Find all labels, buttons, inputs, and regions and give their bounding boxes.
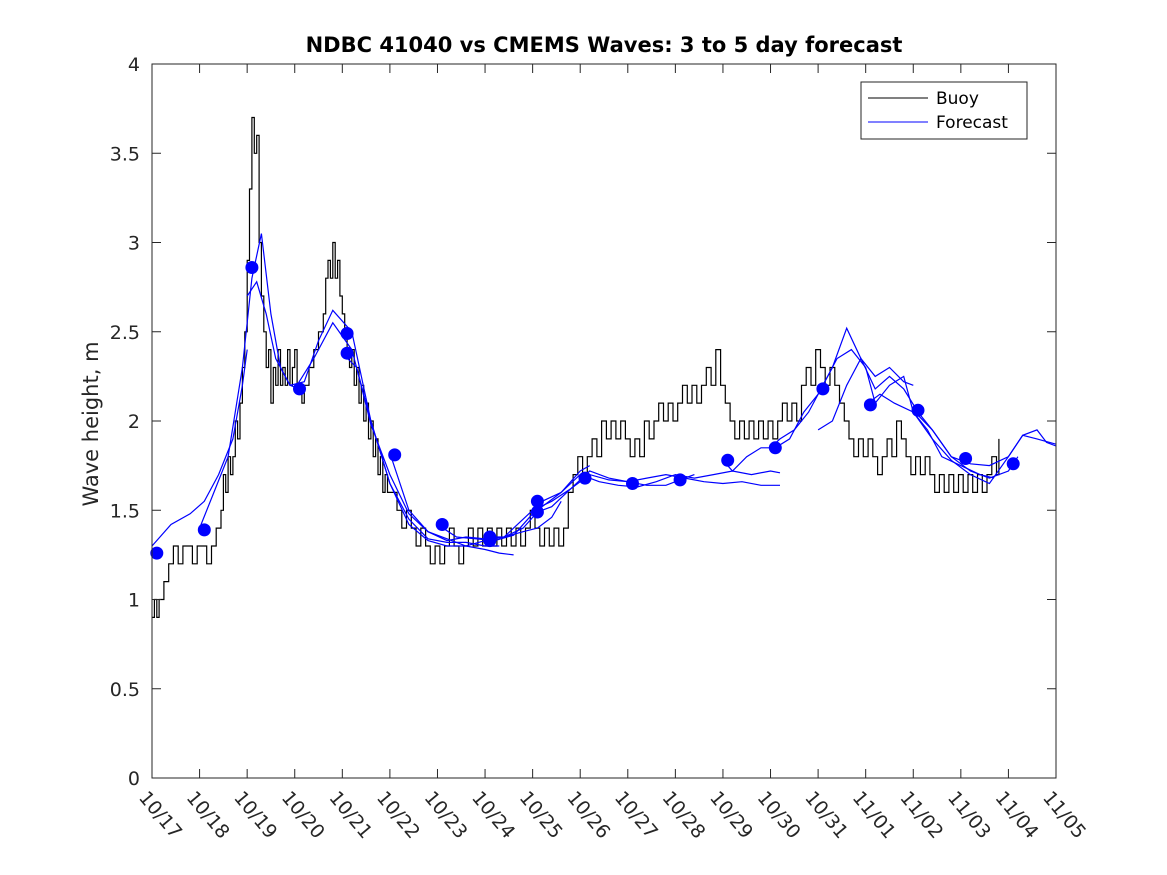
forecast-run-line-12 bbox=[817, 357, 1019, 479]
x-tick-label: 11/04 bbox=[991, 787, 1043, 843]
y-tick-label: 0 bbox=[128, 768, 140, 790]
x-tick-label: 10/28 bbox=[658, 787, 710, 843]
forecast-run-line-2 bbox=[199, 233, 305, 529]
forecast-marker-1 bbox=[150, 546, 164, 560]
y-tick-label: 2 bbox=[128, 411, 140, 433]
forecast-marker-4 bbox=[293, 382, 306, 396]
forecast-marker-7 bbox=[388, 448, 402, 462]
x-tick-label: 10/29 bbox=[705, 787, 757, 843]
forecast-marker-21 bbox=[959, 452, 973, 465]
x-tick-label: 10/18 bbox=[182, 787, 234, 843]
legend-box bbox=[860, 81, 1028, 140]
y-tick-label: 4 bbox=[128, 54, 140, 76]
forecast-marker-5 bbox=[340, 327, 354, 340]
forecast-run-line-13 bbox=[865, 393, 1057, 485]
forecast-marker-17 bbox=[768, 441, 782, 455]
forecast-marker-8 bbox=[435, 518, 449, 531]
x-tick-label: 10/27 bbox=[610, 787, 662, 843]
x-tick-label: 10/30 bbox=[753, 787, 805, 843]
y-tick-label: 2.5 bbox=[110, 322, 140, 344]
forecast-marker-6 bbox=[340, 346, 354, 360]
forecast-marker-13 bbox=[578, 471, 592, 485]
x-tick-label: 10/22 bbox=[372, 787, 424, 843]
forecast-marker-20 bbox=[911, 403, 925, 417]
y-tick-label: 3.5 bbox=[110, 143, 140, 165]
forecast-run-line-1 bbox=[151, 349, 248, 547]
legend-forecast-label: Forecast bbox=[936, 113, 1008, 133]
plot-area bbox=[150, 116, 1057, 618]
forecast-marker-2 bbox=[197, 523, 211, 537]
x-tick-label: 10/24 bbox=[467, 787, 519, 843]
forecast-run-line-5 bbox=[341, 352, 562, 547]
legend-buoy-label: Buoy bbox=[936, 89, 979, 109]
forecast-marker-15 bbox=[673, 473, 687, 487]
x-tick-label: 11/05 bbox=[1038, 787, 1090, 843]
x-tick-label: 10/20 bbox=[277, 787, 329, 843]
forecast-marker-11 bbox=[530, 494, 544, 508]
x-tick-label: 10/19 bbox=[229, 787, 281, 843]
x-tick-label: 10/25 bbox=[515, 787, 567, 843]
x-tick-label: 10/26 bbox=[562, 787, 614, 843]
forecast-run-line-9 bbox=[532, 473, 780, 511]
legend: Buoy Forecast bbox=[860, 81, 1028, 140]
forecast-marker-16 bbox=[721, 453, 735, 467]
y-tick-label: 0.5 bbox=[110, 679, 140, 701]
x-tick-label: 10/17 bbox=[134, 787, 186, 843]
y-tick-label: 1 bbox=[128, 590, 140, 612]
forecast-marker-10 bbox=[483, 534, 497, 548]
forecast-run-line-3 bbox=[246, 280, 500, 547]
forecast-marker-14 bbox=[626, 477, 639, 490]
x-tick-label: 11/01 bbox=[848, 787, 900, 843]
y-tick-label: 3 bbox=[128, 233, 140, 255]
forecast-marker-3 bbox=[245, 261, 259, 274]
forecast-run-line-4 bbox=[294, 321, 514, 556]
y-tick-label: 1.5 bbox=[110, 500, 140, 522]
axes: 00.511.522.533.5410/1710/1810/1910/2010/… bbox=[110, 54, 1090, 843]
x-tick-label: 10/23 bbox=[420, 787, 472, 843]
forecast-marker-22 bbox=[1006, 457, 1020, 471]
forecast-marker-12 bbox=[530, 505, 544, 519]
forecast-run-line-14 bbox=[912, 409, 1057, 467]
forecast-marker-18 bbox=[816, 382, 830, 396]
chart-title: NDBC 41040 vs CMEMS Waves: 3 to 5 day fo… bbox=[306, 33, 903, 57]
forecast-marker-19 bbox=[863, 398, 877, 412]
y-axis-label: Wave height, m bbox=[79, 341, 103, 506]
x-tick-label: 10/21 bbox=[324, 787, 376, 843]
x-tick-label: 11/02 bbox=[895, 787, 947, 843]
forecast-run-line-6 bbox=[389, 452, 590, 542]
buoy-series-line bbox=[152, 116, 1000, 618]
x-tick-label: 11/03 bbox=[943, 787, 995, 843]
x-tick-label: 10/31 bbox=[800, 787, 852, 843]
